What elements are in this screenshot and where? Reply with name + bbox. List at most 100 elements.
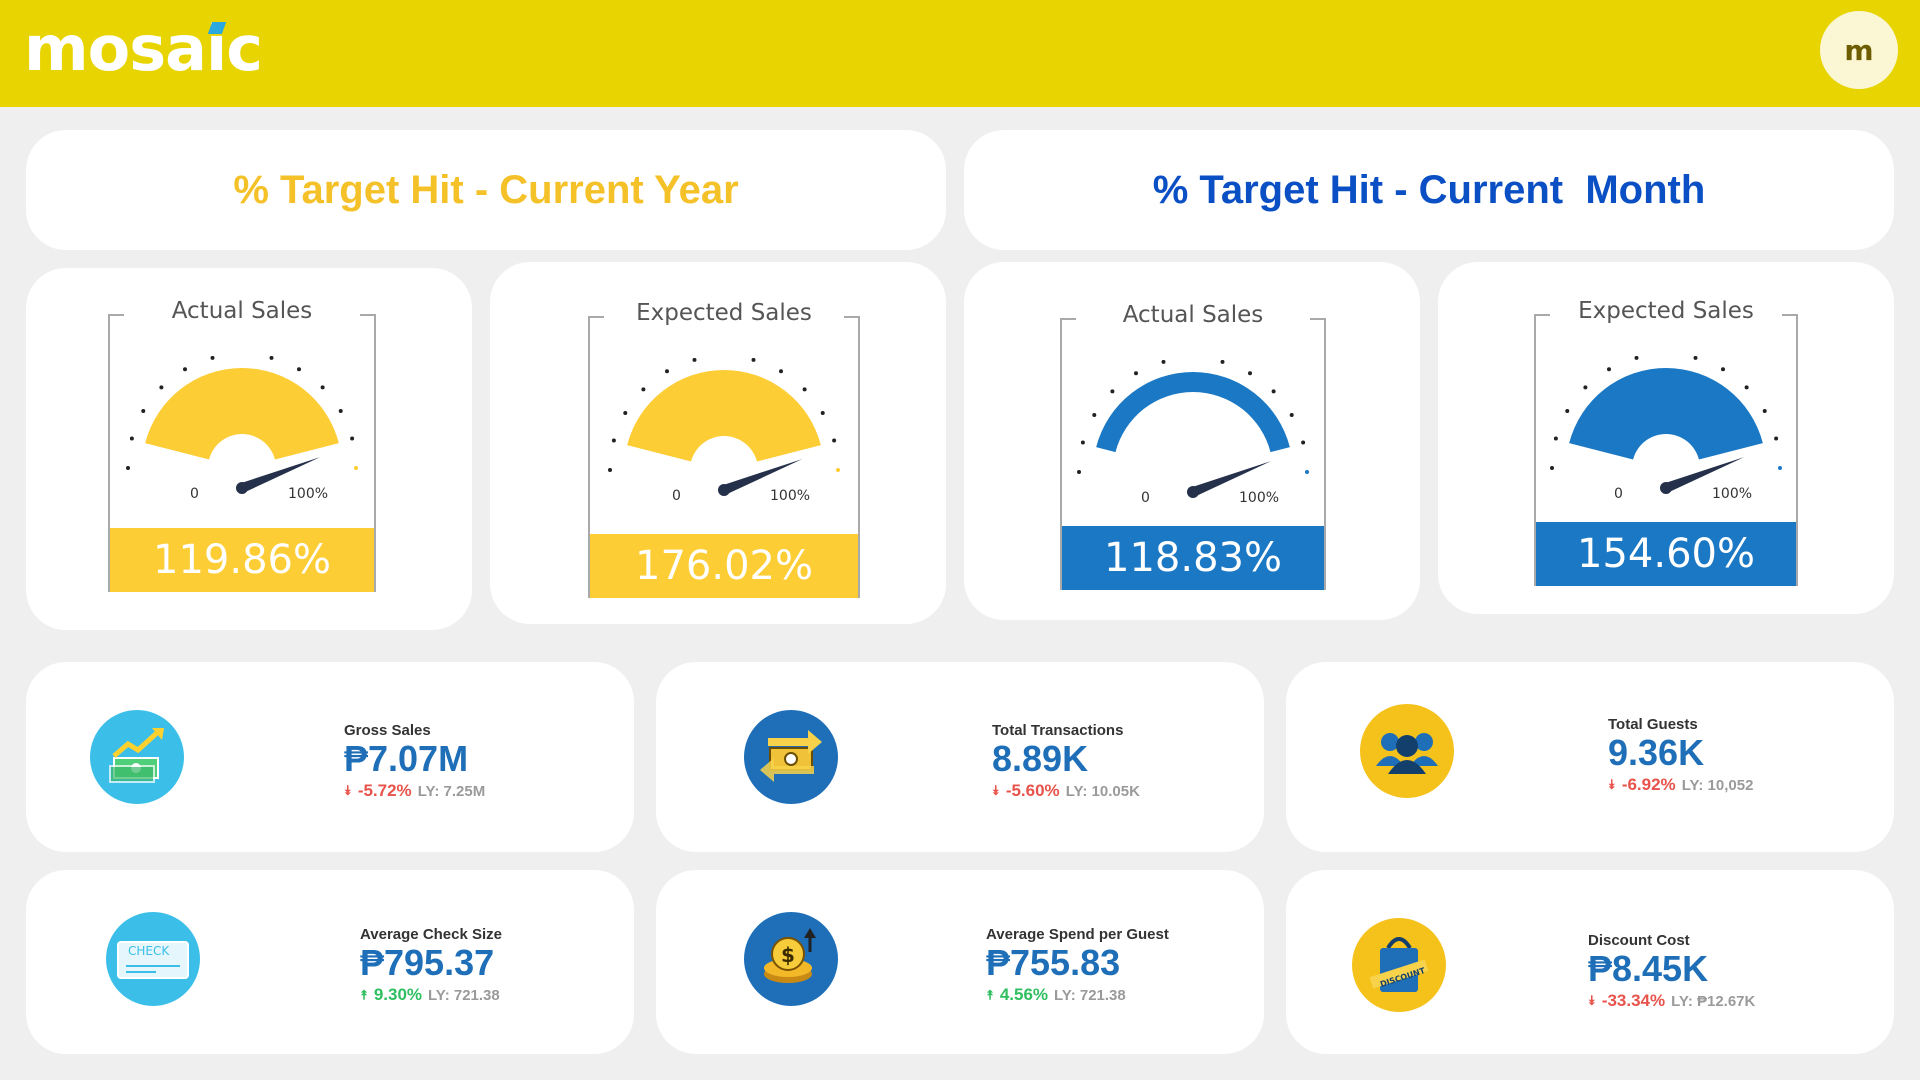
gauge-needle [240,457,321,493]
gauge-tick [611,438,616,443]
gauge-tick [1220,360,1225,364]
gauge-tick [1721,367,1725,372]
chevron-double-down-icon: ⯯ [344,783,352,798]
gauge-tick [1550,466,1554,470]
kpi-delta-value: -33.34% [1601,991,1666,1010]
gauge-needle [722,459,803,495]
coin-spend-icon: $ [744,912,838,1006]
gauge-tick [1248,371,1252,376]
gauge-fill [627,369,821,462]
gauge-frame: Actual Sales 0 100% 119.86% [108,298,376,592]
kpi-card-total-guests[interactable]: Total Guests 9.36K ⯯ -6.92% LY: 10,052 [1286,662,1894,852]
kpi-delta: ⯭ 4.56% LY: 721.38 [986,985,1169,1005]
gauge-tick [623,411,628,415]
kpi-card-total-transactions[interactable]: Total Transactions 8.89K ⯯ -5.60% LY: 10… [656,662,1264,852]
kpi-ly: LY: ₱12.67K [1671,992,1756,1010]
kpi-label: Discount Cost [1588,932,1690,949]
current-year-title-text: % Target Hit - Current Year [233,167,739,212]
gauge-tick [1607,367,1611,372]
gauge-tick [350,436,355,441]
gauge-value: 118.83% [1062,526,1324,590]
kpi-delta: ⯯ -5.60% LY: 10.05K [992,781,1140,801]
kpi-value: ₱7.07M [344,738,469,779]
kpi-card-gross-sales[interactable]: Gross Sales ₱7.07M ⯯ -5.72% LY: 7.25M [26,662,634,852]
gauge-tick [608,468,612,472]
gauge-tick [1077,470,1081,474]
gauge-fill [1096,371,1290,453]
gauge-tick [1778,466,1782,470]
gauge-tick [1553,436,1558,441]
gauge-fill [1569,368,1763,460]
kpi-delta-value: -5.60% [1005,781,1060,800]
kpi-ly: LY: 10,052 [1681,776,1754,794]
gauge-tick [1092,413,1097,417]
kpi-delta-value: -6.92% [1621,775,1676,794]
gauge-tick [820,411,825,415]
kpi-card-average-spend-per-guest[interactable]: $ Average Spend per Guest ₱755.83 ⯭ 4.56… [656,870,1264,1054]
gauge-hub [1187,486,1199,498]
kpi-value: ₱8.45K [1588,948,1709,989]
gauge-dial: 0 100% [1550,356,1782,502]
gauge-tick [269,356,274,360]
kpi-label: Average Check Size [360,926,503,943]
kpi-delta-value: 4.56% [999,985,1049,1004]
gauge-max-label: 100% [288,486,328,502]
gauge-needle [1664,457,1745,493]
current-year-title: % Target Hit - Current Year [26,130,946,250]
gauge-hub [236,482,248,494]
avatar[interactable]: m [1820,11,1898,89]
gauge-needle [1191,461,1272,497]
top-bar: mosaic m [0,0,1920,107]
kpi-label: Total Transactions [992,722,1124,739]
gauge-value: 154.60% [1536,522,1796,586]
chevron-double-up-icon: ⯭ [360,987,368,1002]
kpi-value: ₱795.37 [360,942,495,983]
gauge-max-label: 100% [1712,486,1752,502]
gauge-tick [1774,436,1779,441]
kpi-text: Average Spend per Guest ₱755.83 ⯭ 4.56% … [986,926,1169,1005]
kpi-value: 9.36K [1608,732,1705,773]
gauge-dial: 0 100% [608,358,840,504]
gauge-tick [183,367,187,372]
kpi-label: Gross Sales [344,722,431,739]
kpi-ly: LY: 10.05K [1065,782,1140,800]
gauge-tick [1744,385,1749,390]
kpi-text: Discount Cost ₱8.45K ⯯ -33.34% LY: ₱12.6… [1588,932,1755,1011]
kpi-card-discount-cost[interactable]: DISCOUNT Discount Cost ₱8.45K ⯯ -33.34% … [1286,870,1894,1054]
gauge-tick [641,387,646,392]
gauge-frame: Actual Sales 0 100% 118.83% [1060,302,1326,590]
gauge-tick [1305,470,1309,474]
gauge-value: 119.86% [110,528,374,592]
gauge-hub [1660,482,1672,494]
current-month-title: % Target Hit - Current Month [964,130,1894,250]
gauge-tick [1080,440,1085,445]
gauge-dial: 0 100% [1077,360,1309,506]
kpi-card-average-check-size[interactable]: CHECK Average Check Size ₱795.37 ⯭ 9.30%… [26,870,634,1054]
money-exchange-icon [744,710,838,804]
kpi-delta: ⯯ -33.34% LY: ₱12.67K [1588,991,1755,1011]
gauge-tick [832,438,837,443]
gauge-tick [751,358,756,362]
gauge-card-month-expected: Expected Sales 0 100% 154.60% [1438,262,1894,614]
gauge-tick [1271,389,1276,394]
gauge-tick [1762,409,1767,413]
gauge-min-label: 0 [1614,486,1623,502]
gauge-tick [1161,360,1166,364]
gauge-tick [779,369,783,374]
gauge-hub [718,484,730,496]
gauge-tick [1110,389,1115,394]
logo: mosaic [24,12,263,85]
kpi-text: Total Guests 9.36K ⯯ -6.92% LY: 10,052 [1608,716,1753,795]
gauge-tick [1634,356,1639,360]
gauge-card-year-actual: Actual Sales 0 100% 119.86% [26,268,472,630]
chevron-double-down-icon: ⯯ [1588,993,1596,1008]
gauge-fill [145,367,339,460]
kpi-ly: LY: 721.38 [428,986,500,1004]
check-icon: CHECK [106,912,200,1006]
gauge-tick [210,356,215,360]
gauge-min-label: 0 [190,486,199,502]
kpi-value: ₱755.83 [986,942,1121,983]
svg-text:$: $ [781,943,795,967]
gauge-tick [1565,409,1570,413]
gauge-title: Actual Sales [1122,302,1264,328]
